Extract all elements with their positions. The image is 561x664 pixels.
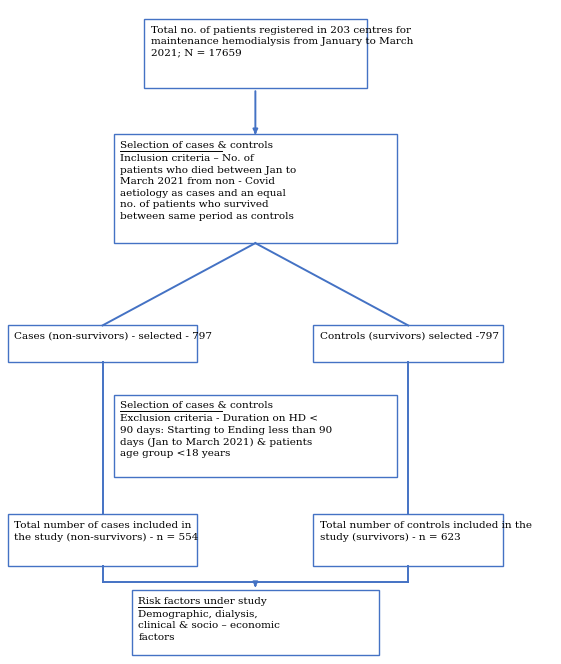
FancyBboxPatch shape xyxy=(314,515,503,566)
Text: Inclusion criteria – No. of
patients who died between Jan to
March 2021 from non: Inclusion criteria – No. of patients who… xyxy=(121,155,297,220)
Text: Total no. of patients registered in 203 centres for
maintenance hemodialysis fro: Total no. of patients registered in 203 … xyxy=(151,26,413,58)
Text: Total number of controls included in the
study (survivors) - n = 623: Total number of controls included in the… xyxy=(320,521,532,542)
Text: Selection of cases & controls: Selection of cases & controls xyxy=(121,141,273,150)
Text: Exclusion criteria - Duration on HD <
90 days: Starting to Ending less than 90
d: Exclusion criteria - Duration on HD < 90… xyxy=(121,414,333,458)
Text: Demographic, dialysis,
clinical & socio – economic
factors: Demographic, dialysis, clinical & socio … xyxy=(138,610,280,642)
FancyBboxPatch shape xyxy=(8,325,197,362)
Text: Controls (survivors) selected -797: Controls (survivors) selected -797 xyxy=(320,332,499,341)
Text: Selection of cases & controls: Selection of cases & controls xyxy=(121,401,273,410)
FancyBboxPatch shape xyxy=(144,19,366,88)
FancyBboxPatch shape xyxy=(8,515,197,566)
Text: Total number of cases included in
the study (non-survivors) - n = 554: Total number of cases included in the st… xyxy=(15,521,199,542)
FancyBboxPatch shape xyxy=(114,394,397,477)
FancyBboxPatch shape xyxy=(132,590,379,655)
FancyBboxPatch shape xyxy=(314,325,503,362)
FancyBboxPatch shape xyxy=(114,135,397,243)
Text: Cases (non-survivors) - selected - 797: Cases (non-survivors) - selected - 797 xyxy=(15,332,213,341)
Text: Risk factors under study: Risk factors under study xyxy=(138,597,267,606)
